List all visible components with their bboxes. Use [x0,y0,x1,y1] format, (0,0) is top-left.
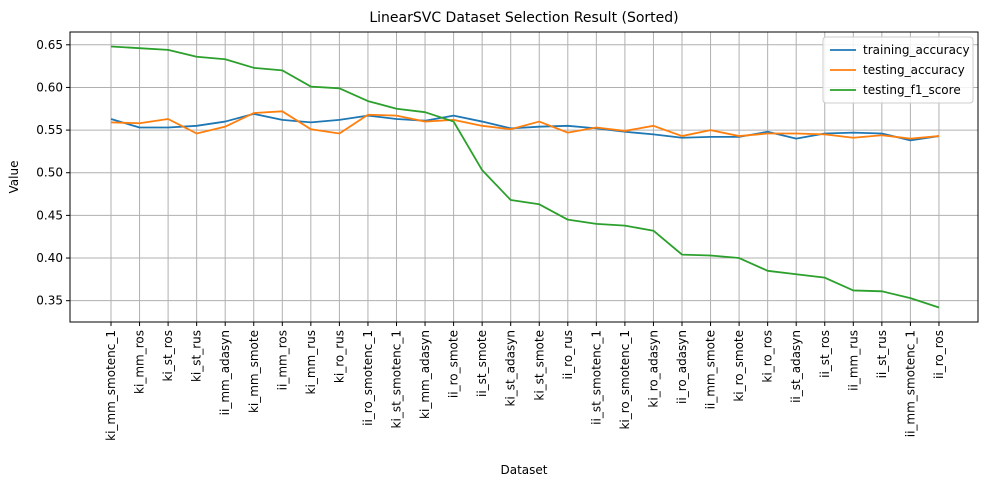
x-tick-label: ii_st_adasyn [789,330,803,403]
x-tick-label: ii_mm_smotenc_1 [903,330,917,437]
x-tick-label: ki_st_adasyn [504,330,518,407]
x-axis-label: Dataset [501,463,548,477]
y-tick-label: 0.45 [36,208,63,222]
y-axis: 0.35 0.40 0.45 0.50 0.55 0.60 0.65 [36,38,70,308]
plot-frame [69,31,979,323]
x-tick-label: ki_mm_rus [304,330,318,394]
legend-label: testing_accuracy [863,63,965,77]
x-tick-label: ki_ro_smotenc_1 [618,330,632,430]
y-tick-label: 0.50 [36,166,63,180]
grid [70,32,978,322]
x-tick-label: ii_st_smote [475,330,489,397]
y-tick-label: 0.65 [36,38,63,52]
series-line-testing-accuracy [110,110,940,140]
y-tick-label: 0.55 [36,123,63,137]
x-tick-label: ii_mm_ros [275,330,289,390]
x-tick-label: ki_ro_ros [761,330,775,383]
chart-title: LinearSVC Dataset Selection Result (Sort… [369,10,678,26]
x-tick-label: ii_ro_smotenc_1 [361,330,375,426]
x-tick-label: ki_st_ros [161,330,175,382]
x-tick-label: ii_ro_smote [447,330,461,398]
legend-label: training_accuracy [863,43,970,57]
x-tick-label: ki_ro_adasyn [646,330,660,408]
series-lines [110,45,940,309]
x-tick-label: ki_st_smotenc_1 [390,330,404,428]
x-tick-label: ki_ro_rus [332,330,346,383]
x-tick-label: ii_st_rus [875,330,889,378]
x-axis: ki_mm_smotenc_1 ki_mm_ros ki_st_ros ki_st_r… [104,322,946,441]
x-tick-label: ii_ro_adasyn [675,330,689,404]
x-tick-label: ii_mm_adasyn [218,330,232,415]
x-tick-label: ii_st_ros [818,330,832,378]
x-tick-label: ii_ro_rus [561,330,575,379]
x-tick-label: ki_st_smote [532,330,546,401]
series-line-training-accuracy [110,112,940,142]
series-line-testing-f1-score [110,45,940,309]
y-tick-label: 0.35 [36,294,63,308]
x-tick-label: ki_mm_smotenc_1 [104,330,118,441]
x-tick-label: ki_ro_smote [732,330,746,402]
x-tick-label: ki_mm_ros [133,330,147,394]
legend-box [822,36,974,104]
legend-label: testing_f1_score [863,83,961,97]
y-tick-label: 0.60 [36,80,63,94]
x-tick-label: ki_st_rus [190,330,204,382]
y-tick-label: 0.40 [36,251,63,265]
x-tick-label: ii_mm_smote [704,330,718,409]
y-axis-label: Value [7,161,21,194]
x-tick-label: ii_ro_ros [932,330,946,379]
x-tick-label: ki_mm_smote [247,330,261,413]
x-tick-label: ki_mm_adasyn [418,330,432,419]
legend: training_accuracy testing_accuracytesting… [822,36,974,104]
x-tick-label: ii_mm_rus [846,330,860,391]
x-tick-label: ii_st_smotenc_1 [589,330,603,425]
